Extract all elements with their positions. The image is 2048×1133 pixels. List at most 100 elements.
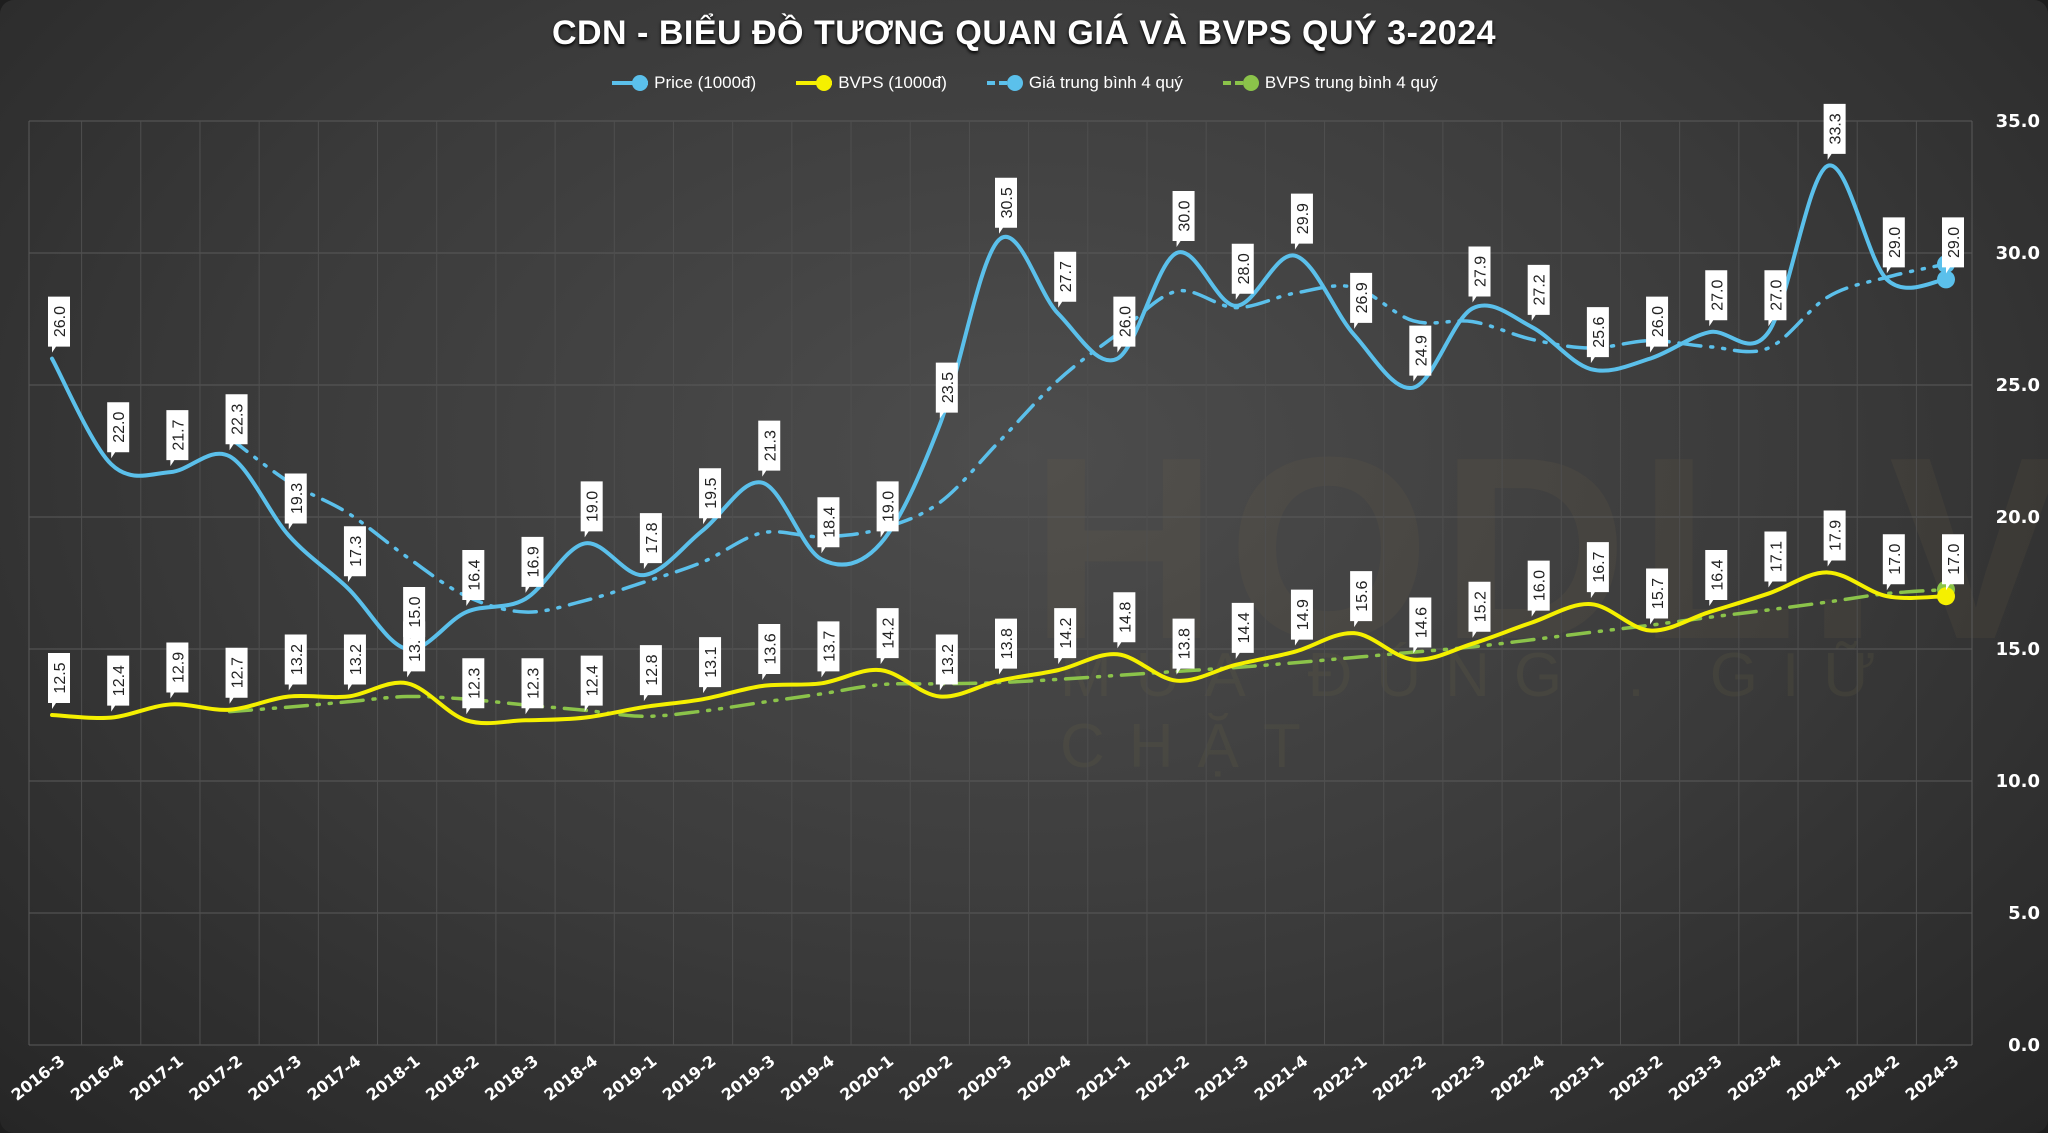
data-label: 19.0: [876, 481, 899, 538]
data-label-box: [1882, 534, 1905, 591]
data-label-box: [580, 655, 603, 712]
data-label-text: 27.9: [1473, 256, 1490, 287]
series-line-2: [227, 262, 1948, 614]
data-label: 26.0: [48, 296, 70, 353]
data-label-box: [1942, 217, 1964, 274]
data-label: 13.8: [1172, 618, 1195, 675]
data-label: 12.4: [580, 655, 603, 712]
data-label-text: 13.2: [348, 644, 365, 675]
data-label: 29.0: [1882, 217, 1905, 274]
data-label-box: [1172, 618, 1195, 675]
data-label-box: [699, 637, 722, 694]
series-line-3: [227, 587, 1948, 719]
data-label-box: [1468, 246, 1491, 303]
data-label: 18.4: [817, 497, 840, 554]
data-label-box: [1290, 589, 1313, 646]
y-tick-label: 30.0: [1996, 243, 2040, 264]
data-label: 17.3: [343, 526, 366, 583]
x-tick-label: 2019-2: [659, 1051, 720, 1104]
data-label: 15.6: [1350, 571, 1373, 628]
data-label-text: 12.4: [585, 665, 602, 696]
x-tick-label: 2024-2: [1842, 1051, 1903, 1104]
data-label-text: 14.9: [1295, 599, 1312, 630]
chart-title: CDN - BIỂU ĐỒ TƯƠNG QUAN GIÁ VÀ BVPS QUÝ…: [551, 14, 1497, 52]
data-label-box: [1290, 193, 1313, 250]
x-tick-label: 2019-4: [777, 1051, 838, 1104]
data-label: 17.9: [1823, 510, 1846, 567]
data-label: 30.5: [995, 177, 1017, 234]
data-label-text: 13.2: [940, 644, 957, 675]
data-label-text: 14.2: [881, 617, 898, 648]
data-label: 15.2: [1468, 581, 1491, 638]
data-label-text: 13.7: [821, 631, 838, 662]
x-tick-label: 2019-1: [600, 1051, 661, 1104]
data-label-text: 19.0: [881, 491, 898, 522]
data-label: 21.7: [166, 410, 189, 467]
legend-item[interactable]: BVPS (1000đ): [794, 72, 947, 94]
data-label: 25.6: [1586, 307, 1609, 364]
data-label-text: 26.0: [52, 306, 69, 337]
data-label: 19.3: [284, 473, 307, 530]
x-tick-label: 2016-4: [67, 1051, 128, 1104]
data-label-text: 29.0: [1946, 227, 1963, 258]
data-label-text: 22.3: [230, 404, 247, 435]
y-tick-label: 10.0: [1996, 771, 2040, 792]
data-label-box: [343, 634, 366, 691]
data-label-box: [48, 653, 70, 709]
data-label-box: [1054, 608, 1077, 665]
data-label: 16.9: [521, 536, 544, 593]
legend-item[interactable]: BVPS trung bình 4 quý: [1221, 72, 1438, 94]
data-label-text: 22.0: [111, 412, 128, 443]
data-label: 16.7: [1586, 542, 1609, 599]
data-label-box: [284, 634, 307, 691]
data-label-text: 23.5: [940, 372, 957, 403]
data-label-text: 13.1: [703, 646, 720, 677]
data-label-text: 28.0: [1236, 253, 1253, 284]
data-label-text: 25.6: [1591, 316, 1608, 347]
data-label-box: [1646, 568, 1669, 625]
x-tick-label: 2024-1: [1783, 1051, 1844, 1104]
data-label-text: 14.4: [1236, 612, 1253, 643]
x-tick-label: 2023-2: [1606, 1051, 1667, 1104]
data-label-box: [107, 655, 130, 712]
legend-item[interactable]: Price (1000đ): [610, 72, 756, 94]
x-tick-label: 2022-2: [1369, 1051, 1430, 1104]
data-label: 14.4: [1231, 602, 1254, 659]
data-label: 13.2: [343, 634, 366, 691]
data-label: 27.0: [1705, 270, 1728, 327]
data-label-box: [876, 481, 899, 538]
legend-marker-icon: [986, 75, 1023, 91]
data-label: 14.8: [1113, 592, 1136, 649]
data-label-text: 12.4: [111, 665, 128, 696]
data-label-text: 18.4: [821, 507, 838, 538]
data-label: 26.0: [1113, 296, 1136, 353]
legend: Price (1000đ) BVPS (1000đ) Giá trung bình …: [0, 72, 2048, 94]
data-label-text: 16.4: [466, 559, 483, 590]
data-label: 22.3: [225, 394, 248, 451]
x-tick-label: 2022-3: [1428, 1051, 1489, 1104]
data-label-box: [817, 621, 840, 678]
x-tick-label: 2017-2: [185, 1051, 246, 1104]
x-tick-label: 2022-1: [1310, 1051, 1371, 1104]
watermark-slogan: MUA ĐÚNG . GIỮ CHẶT: [1060, 641, 1901, 781]
data-label-text: 30.5: [999, 187, 1016, 218]
data-label-text: 16.4: [1709, 559, 1726, 590]
data-label-text: 14.2: [1058, 617, 1075, 648]
x-tick-label: 2021-1: [1073, 1051, 1134, 1104]
data-label-box: [758, 420, 781, 477]
data-label-text: 17.1: [1768, 541, 1785, 572]
data-label: 16.4: [462, 550, 485, 607]
watermark-brand: HODL.VN: [1030, 404, 2048, 694]
data-label: 17.0: [1942, 534, 1964, 591]
x-tick-label: 2016-3: [8, 1051, 69, 1104]
data-label-box: [935, 634, 958, 691]
data-label: 12.4: [107, 655, 130, 712]
x-tick-label: 2024-3: [1902, 1051, 1963, 1104]
legend-item[interactable]: Giá trung bình 4 quý: [985, 72, 1183, 94]
x-tick-label: 2020-4: [1014, 1051, 1075, 1104]
data-label: 17.8: [639, 513, 662, 570]
data-label: 14.6: [1409, 597, 1432, 654]
data-label-box: [1586, 542, 1609, 599]
x-tick-label: 2020-2: [895, 1051, 956, 1104]
